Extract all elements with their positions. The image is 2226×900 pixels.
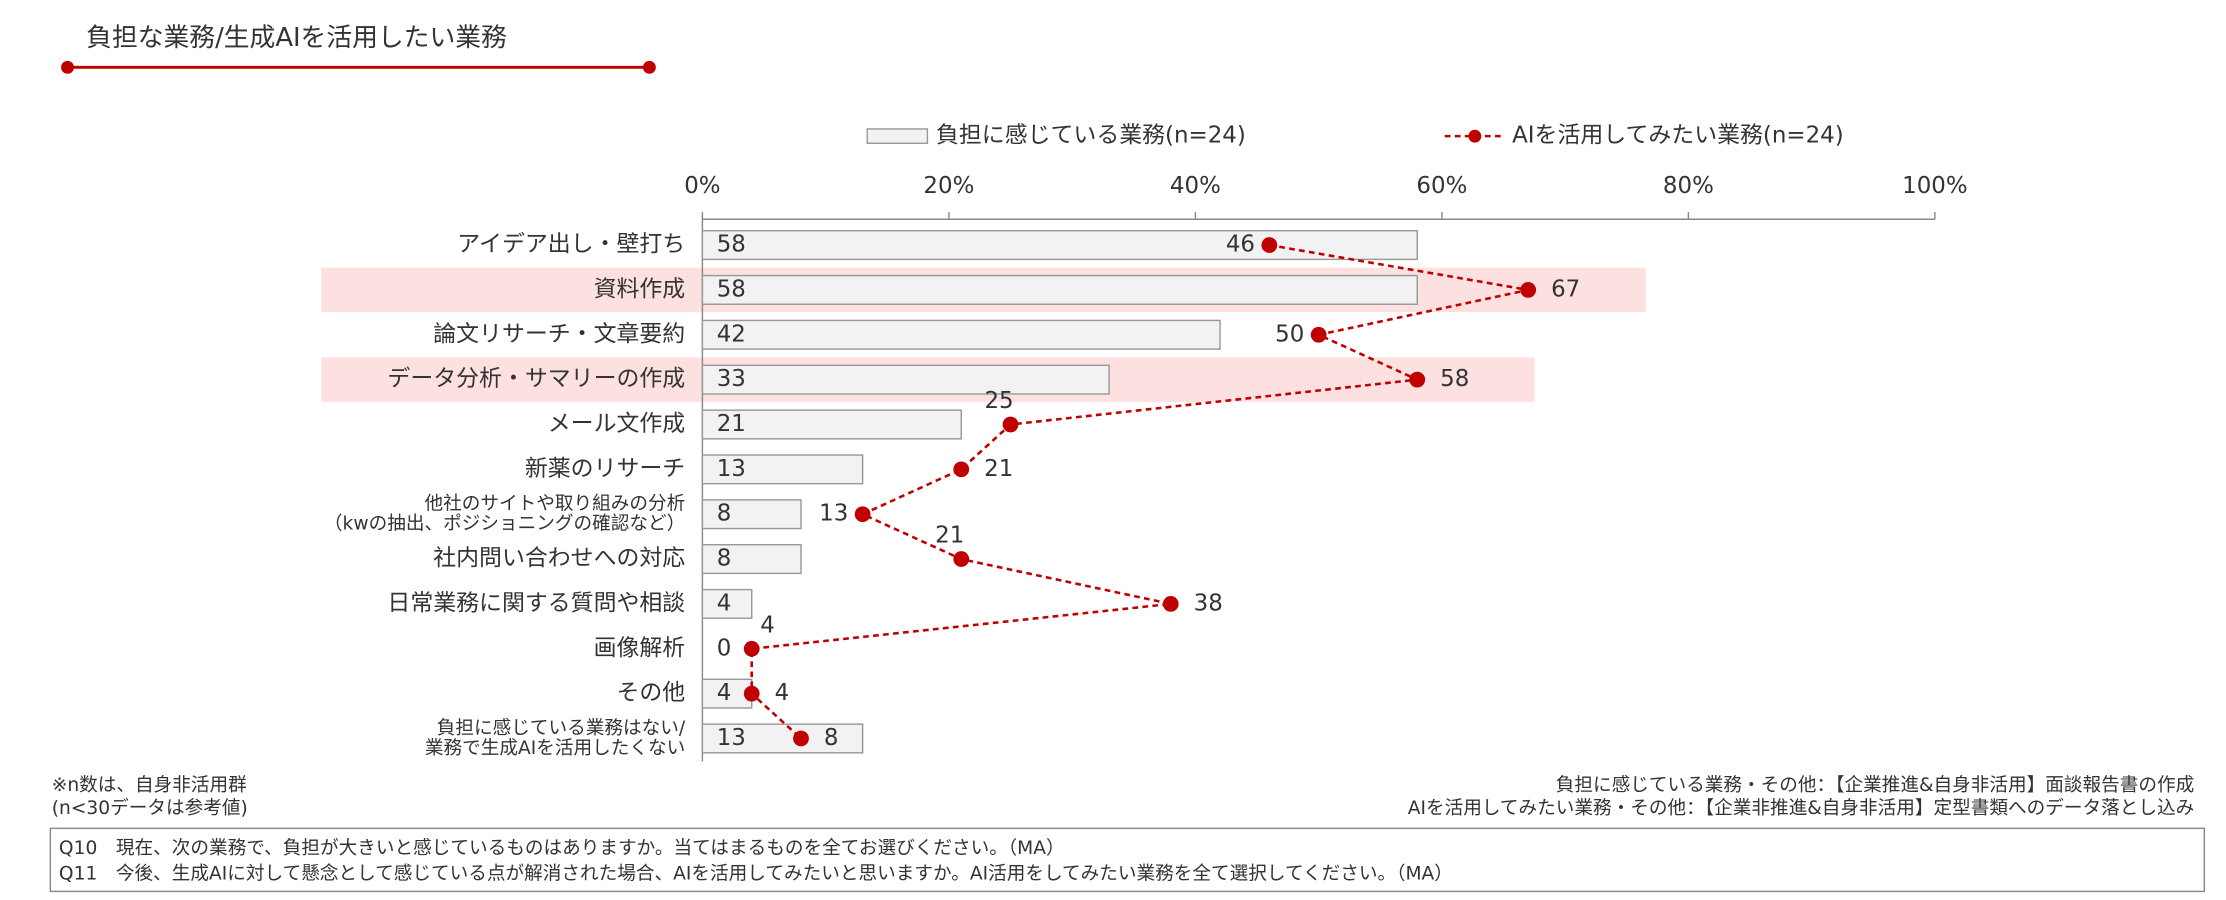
line-point — [1002, 416, 1019, 433]
line-point — [953, 461, 970, 478]
point-value-label: 46 — [1226, 232, 1255, 258]
point-value-label: 4 — [775, 680, 790, 706]
line-point — [1409, 371, 1426, 388]
bar — [701, 499, 802, 530]
bar — [701, 588, 753, 619]
bar-value-label: 8 — [717, 546, 732, 572]
bar — [701, 274, 1418, 305]
point-value-label: 21 — [984, 456, 1013, 482]
bar-value-label: 4 — [717, 680, 732, 706]
y-tick-label: その他 — [616, 680, 685, 706]
bar — [701, 230, 1418, 261]
bar — [701, 319, 1221, 350]
question: Q10 現在、次の業務で、負担が大きいと感じているものはありますか。当てはまるも… — [59, 838, 1065, 859]
bar-value-label: 13 — [717, 725, 746, 751]
y-tick-label: 業務で生成AIを活用したくない — [425, 738, 685, 759]
point-value-label: 58 — [1440, 366, 1469, 392]
note: ※n数は、自身非活用群 — [52, 775, 247, 796]
x-tick-label: 60% — [1416, 173, 1467, 199]
question: Q11 今後、生成AIに対して懸念として感じている点が解消された場合、AIを活用… — [59, 863, 1453, 885]
chart-title: 負担な業務/生成AIを活用したい業務 — [86, 23, 507, 53]
y-tick-label: 負担に感じている業務はない/ — [437, 718, 686, 739]
bar-value-label: 0 — [717, 635, 732, 661]
legend-swatch — [1468, 129, 1482, 143]
y-tick-label: アイデア出し・壁打ち — [457, 232, 685, 258]
bar-value-label: 58 — [717, 276, 746, 302]
line-point — [854, 506, 871, 523]
y-tick-label: 他社のサイトや取り組みの分析 — [424, 494, 685, 515]
point-value-label: 21 — [935, 523, 964, 549]
y-tick-label: 資料作成 — [594, 276, 686, 302]
y-tick-label: （kwの抽出、ポジショニングの確認など） — [324, 514, 685, 535]
bar — [701, 409, 962, 440]
legend-swatch — [866, 128, 929, 145]
bar-value-label: 21 — [717, 411, 746, 437]
y-tick-label: 論文リサーチ・文章要約 — [433, 321, 685, 347]
x-tick-label: 80% — [1663, 173, 1714, 199]
x-tick-label: 100% — [1902, 173, 1968, 199]
note: (n<30データは参考値) — [52, 798, 248, 819]
legend-label: AIを活用してみたい業務(n=24) — [1512, 123, 1844, 149]
point-value-label: 8 — [824, 725, 839, 751]
y-tick-label: メール文作成 — [548, 411, 685, 437]
y-tick-label: 日常業務に関する質問や相談 — [387, 590, 685, 616]
point-value-label: 50 — [1275, 321, 1304, 347]
line-point — [793, 730, 809, 747]
x-tick-label: 40% — [1170, 173, 1221, 199]
point-value-label: 13 — [819, 501, 848, 527]
bar — [701, 364, 1110, 395]
x-tick-label: 0% — [684, 173, 720, 199]
point-value-label: 25 — [984, 388, 1013, 414]
bar — [701, 678, 753, 709]
bar-value-label: 58 — [717, 232, 746, 258]
line-point — [1520, 282, 1537, 298]
point-value-label: 38 — [1194, 590, 1223, 616]
legend-label: 負担に感じている業務(n=24) — [936, 123, 1246, 149]
bar-value-label: 33 — [717, 366, 746, 392]
bar-value-label: 4 — [717, 590, 732, 616]
question-box — [49, 827, 2206, 893]
title-dot — [61, 60, 74, 74]
note: 負担に感じている業務・その他：【企業推進&自身非活用】面談報告書の作成 — [1556, 775, 2194, 796]
y-tick-label: 新薬のリサーチ — [525, 456, 685, 482]
line-point — [953, 551, 970, 567]
bar — [701, 454, 864, 485]
line-point — [1310, 326, 1327, 343]
line-series — [750, 243, 1529, 740]
title-dot — [642, 60, 656, 74]
line-point — [1261, 237, 1278, 253]
bar-value-label: 8 — [717, 501, 732, 527]
bar-value-label: 13 — [717, 456, 746, 482]
x-tick-label: 20% — [923, 173, 974, 199]
bar-value-label: 42 — [717, 321, 746, 347]
y-tick-label: 社内問い合わせへの対応 — [433, 546, 685, 572]
line-point — [1162, 596, 1179, 612]
y-tick-label: 画像解析 — [594, 635, 686, 661]
bar — [701, 723, 864, 754]
point-value-label: 67 — [1551, 276, 1580, 302]
bar — [701, 544, 802, 575]
y-tick-label: データ分析・サマリーの作成 — [387, 366, 685, 392]
point-value-label: 4 — [760, 612, 775, 638]
note: AIを活用してみたい業務・その他：【企業非推進&自身非活用】定型書類へのデータ落… — [1408, 798, 2195, 819]
line-point — [743, 640, 760, 657]
line-point — [743, 685, 760, 702]
